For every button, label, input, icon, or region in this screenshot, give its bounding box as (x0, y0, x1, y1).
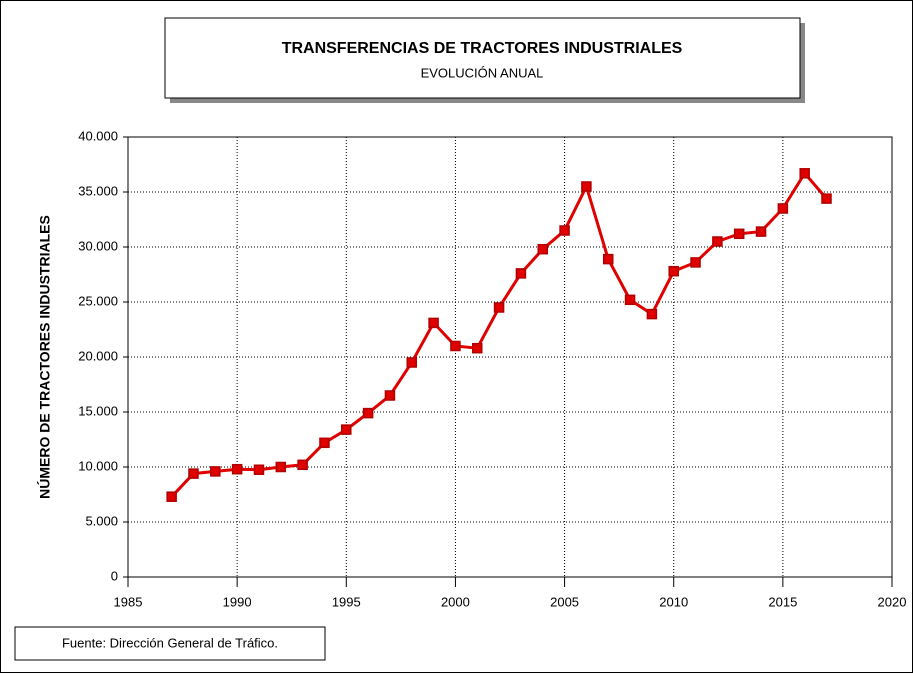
plot-frame (127, 136, 893, 578)
marker (362, 407, 374, 419)
marker (668, 265, 679, 277)
marker (821, 193, 832, 204)
marker (428, 317, 439, 329)
x-tick-label: 1995 (332, 594, 361, 609)
chart-subtitle: EVOLUCIÓN ANUAL (421, 65, 544, 80)
y-tick-label: 25.000 (78, 293, 118, 308)
y-tick-label: 40.000 (78, 128, 118, 143)
y-tick-label: 5.000 (85, 513, 118, 528)
marker (253, 464, 265, 475)
marker (799, 168, 810, 179)
marker (712, 236, 723, 247)
marker (602, 253, 614, 265)
marker (210, 466, 221, 477)
marker (319, 437, 330, 449)
marker (231, 463, 243, 475)
marker (166, 491, 177, 502)
x-tick-label: 2000 (441, 594, 470, 609)
x-tick-label: 2010 (659, 594, 688, 609)
marker (537, 243, 548, 255)
marker (624, 294, 636, 306)
line (170, 170, 828, 498)
marker (733, 228, 745, 240)
marker (493, 302, 505, 313)
marker (581, 181, 592, 192)
x-tick-label: 1990 (223, 594, 252, 609)
title-box (164, 17, 801, 99)
x-tick-label: 2005 (550, 594, 579, 609)
marker (755, 226, 767, 237)
marker (777, 203, 789, 214)
y-tick-label: 20.000 (78, 348, 118, 363)
x-tick-label: 2020 (878, 594, 907, 609)
y-tick-label: 15.000 (78, 403, 118, 418)
marker (559, 225, 570, 236)
x-tick-label: 2015 (768, 594, 797, 609)
marker (384, 390, 396, 401)
marker (515, 268, 527, 279)
marker (690, 257, 701, 268)
marker (275, 461, 287, 473)
chart-title: TRANSFERENCIAS DE TRACTORES INDUSTRIALES (282, 40, 683, 57)
marker (297, 459, 308, 471)
y-tick-label: 0 (111, 568, 118, 583)
y-axis-label: NÚMERO DE TRACTORES INDUSTRIALES (36, 215, 53, 499)
marker (406, 357, 418, 368)
y-tick-label: 35.000 (78, 183, 118, 198)
marker (450, 340, 461, 352)
source: Fuente: Dirección General de Tráfico. (62, 635, 278, 650)
marker (341, 424, 352, 435)
y-tick-label: 10.000 (78, 458, 118, 473)
marker (472, 342, 483, 354)
marker (188, 468, 199, 479)
plot: 0 5.000 10.000 15.000 20.000 25.000 30.000 35.0… (78, 128, 906, 609)
y-tick-label: 30.000 (78, 238, 118, 253)
marker (646, 308, 658, 320)
source-box (14, 626, 326, 661)
x-tick-label: 1985 (114, 594, 143, 609)
